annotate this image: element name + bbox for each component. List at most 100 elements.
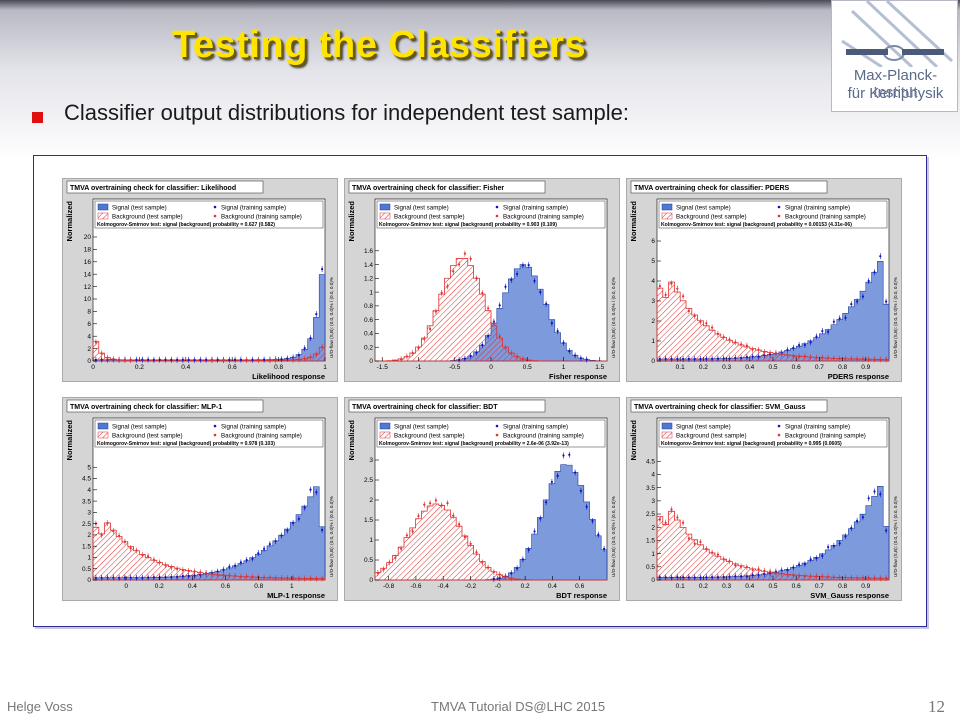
background-train-point [498, 335, 501, 338]
background-train-point [838, 357, 841, 360]
signal-train-point [286, 357, 289, 360]
background-histogram [374, 258, 607, 362]
signal-train-point [527, 548, 530, 552]
y-tick-label: 8 [87, 309, 91, 316]
background-train-point [210, 573, 213, 576]
signal-train-point [716, 357, 719, 360]
legend-signal-test-swatch [379, 203, 391, 211]
signal-train-point [757, 355, 760, 358]
signal-train-point [498, 576, 501, 580]
background-train-point [492, 570, 495, 574]
background-train-point [106, 356, 109, 359]
x-tick-label: 1 [323, 364, 327, 371]
ks-test-text: Kolmogorov-Smirnov test: signal (backgro… [97, 222, 275, 228]
background-train-point [216, 574, 219, 577]
signal-train-point [239, 561, 242, 564]
y-tick-label: 5 [651, 258, 655, 265]
legend-signal-train-marker [495, 205, 499, 209]
legend-signal-test-swatch [97, 422, 109, 430]
legend-signal-train-marker [213, 424, 217, 428]
background-train-point [193, 570, 196, 573]
signal-train-point [297, 517, 300, 520]
signal-train-point [751, 355, 754, 358]
legend-signal-train: Signal (training sample) [221, 424, 286, 431]
signal-train-point [780, 569, 783, 572]
plot-title: TMVA overtraining check for classifier: … [352, 185, 504, 192]
plot-mlp1: TMVA overtraining check for classifier: … [65, 399, 334, 600]
signal-train-point [579, 489, 582, 492]
legend-background-train-marker [495, 214, 499, 218]
background-train-point [670, 508, 673, 511]
signal-train-point [821, 329, 824, 333]
background-train-point [123, 358, 126, 361]
legend-background-train: Background (training sample) [221, 433, 302, 440]
signal-train-point [533, 530, 536, 533]
legend-signal-test-swatch [379, 422, 391, 430]
plot-fisher: TMVA overtraining check for classifier: … [347, 180, 616, 381]
legend-signal-train-marker [495, 424, 499, 428]
signal-train-point [141, 358, 144, 361]
signal-train-point [181, 358, 184, 361]
background-train-point [292, 358, 295, 361]
legend-box [376, 200, 606, 229]
x-tick-label: 0.2 [135, 364, 144, 371]
logo-line-2: für Kernphysik [847, 85, 944, 102]
signal-train-point [510, 278, 513, 281]
background-train-point [176, 567, 179, 570]
background-train-point [152, 558, 155, 561]
background-train-point [867, 576, 870, 579]
plot-title-box [66, 399, 264, 413]
signal-train-point [135, 358, 138, 361]
legend-signal-train-marker [213, 205, 217, 209]
background-train-point [129, 358, 132, 362]
background-train-point [769, 570, 772, 573]
y-tick-label: 0.8 [364, 303, 373, 310]
background-train-point [699, 320, 702, 323]
signal-train-point [239, 358, 242, 361]
background-train-point [487, 307, 490, 310]
signal-train-point [521, 558, 524, 561]
signal-train-point [803, 563, 806, 566]
legend-signal-test: Signal (test sample) [112, 205, 167, 212]
signal-train-point [734, 356, 737, 360]
legend-box [658, 200, 888, 229]
signal-train-point [321, 267, 324, 271]
background-train-point [286, 576, 289, 580]
signal-train-point [458, 358, 461, 361]
signal-train-point [205, 358, 208, 361]
y-tick-label: 20 [84, 234, 92, 241]
signal-train-point [550, 480, 553, 484]
overflow-text: U/O-flow (S,B): (0.0, 0.0)% / (0.0, 0.0)… [329, 496, 334, 577]
x-tick-label: 0.3 [722, 364, 731, 371]
y-tick-label: 1 [651, 338, 655, 345]
signal-train-point [533, 279, 536, 283]
legend-background-test: Background (test sample) [394, 433, 465, 440]
y-tick-label: 0.4 [364, 331, 373, 338]
signal-train-point [164, 358, 167, 361]
y-tick-label: 0.6 [364, 317, 373, 324]
background-train-point [844, 576, 847, 579]
y-tick-label: 3.5 [646, 485, 655, 492]
signal-train-point [562, 341, 565, 344]
background-train-point [234, 574, 237, 577]
signal-train-point [568, 350, 571, 353]
background-train-point [205, 571, 208, 575]
background-train-point [123, 540, 126, 543]
y-tick-label: 0 [369, 577, 373, 584]
background-train-point [463, 252, 466, 255]
y-tick-label: 2 [651, 524, 655, 531]
y-tick-label: 2 [87, 532, 91, 539]
background-train-point [745, 344, 748, 347]
signal-train-point [740, 356, 743, 360]
x-axis-label: SVM_Gauss response [810, 591, 889, 600]
legend-background-train-marker [213, 433, 217, 437]
y-tick-label: 14 [84, 271, 92, 278]
signal-train-point [745, 575, 748, 578]
background-train-point [798, 355, 801, 358]
y-tick-label: 1 [87, 555, 91, 562]
logo-emblem-icon [841, 0, 954, 69]
background-train-point [821, 356, 824, 359]
signal-train-point [158, 358, 161, 361]
signal-train-point [734, 575, 737, 578]
legend-background-test-swatch [661, 212, 673, 220]
